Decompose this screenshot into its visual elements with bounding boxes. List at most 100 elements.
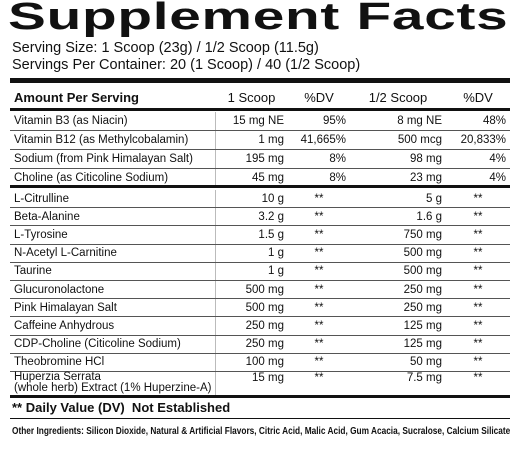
name: Sodium (from Pink Himalayan Salt)	[10, 149, 216, 169]
row: Taurine 1 g ** 500 mg **	[10, 262, 510, 281]
half-amount: 8 mg NE	[350, 112, 446, 131]
half-dv: **	[446, 335, 510, 354]
dv: **	[288, 262, 350, 281]
name: Theobromine HCl	[10, 353, 216, 372]
dv: **	[288, 225, 350, 245]
row: L-Citrulline 10 g ** 5 g **	[10, 190, 510, 209]
half-amount: 500 mg	[350, 262, 446, 281]
half-dv: **	[446, 262, 510, 281]
half-amount: 7.5 mg	[406, 371, 442, 384]
dv: **	[288, 316, 350, 336]
half-dv: **	[446, 280, 510, 300]
dv: **	[314, 371, 324, 384]
amount: 10 g	[215, 190, 288, 209]
amount: 500 mg	[215, 298, 288, 318]
row: CDP-Choline (Citicoline Sodium) 250 mg ** 1…	[10, 335, 510, 354]
row: Sodium (from Pink Himalayan Salt) 195 mg 8…	[10, 149, 510, 169]
half-dv: **	[446, 353, 510, 372]
amount: 1 mg	[215, 130, 288, 150]
row: Theobromine HCl 100 mg ** 50 mg **	[10, 353, 510, 372]
half-dv: %DV	[463, 89, 493, 105]
half-dv: 20,833%	[446, 130, 510, 150]
amount: 250 mg	[215, 316, 288, 336]
half-amount: 125 mg	[350, 316, 446, 336]
row: Beta-Alanine 3.2 g ** 1.6 g **	[10, 207, 510, 227]
half-amount: 250 mg	[350, 280, 446, 300]
row: Pink Himalayan Salt 500 mg ** 250 mg **	[10, 298, 510, 318]
half-dv: 4%	[446, 149, 510, 169]
row: Vitamin B3 (as Niacin) 15 mg NE 95% 8 mg NE…	[10, 112, 510, 131]
name: Caffeine Anhydrous	[10, 316, 216, 336]
title: Supplement Facts	[8, 0, 509, 38]
name: Amount Per Serving	[14, 89, 139, 105]
name: Taurine	[10, 262, 216, 281]
amount: 250 mg	[215, 335, 288, 354]
half-dv: **	[446, 190, 510, 209]
other-ingredients: Other Ingredients: Silicon Dioxide, Natu…	[12, 425, 511, 437]
half-amount: 250 mg	[350, 298, 446, 318]
dv: 95%	[288, 112, 350, 131]
amount: 15 mg	[252, 371, 284, 384]
name: Beta-Alanine	[10, 207, 216, 227]
thick-rule	[10, 185, 510, 188]
half-amount: 50 mg	[350, 353, 446, 372]
name: Pink Himalayan Salt	[10, 298, 216, 318]
amount: 3.2 g	[215, 207, 288, 227]
half-dv: 4%	[489, 172, 506, 184]
amount: 500 mg	[215, 280, 288, 300]
amount: 1 g	[215, 262, 288, 281]
half-dv: **	[446, 298, 510, 318]
ingredient-table: L-Citrulline 10 g ** 5 g ** Beta-Alanine 3.2 g…	[10, 190, 510, 398]
thick-rule	[10, 108, 510, 111]
half-amount: 5 g	[350, 190, 446, 209]
amount: 1 g	[215, 244, 288, 263]
name: Glucuronolactone	[10, 280, 216, 300]
dv: 8%	[329, 172, 346, 184]
half-dv: **	[473, 371, 483, 384]
serving-size: Serving Size: 1 Scoop (23g) / 1/2 Scoop …	[12, 40, 319, 56]
half-dv: **	[446, 207, 510, 227]
half-amount: 1/2 Scoop	[368, 89, 428, 105]
dv: 8%	[288, 149, 350, 169]
row: Glucuronolactone 500 mg ** 250 mg **	[10, 280, 510, 300]
half-dv: **	[446, 244, 510, 263]
half-amount: 1.6 g	[350, 207, 446, 227]
name: L-Citrulline	[10, 190, 216, 209]
header-table: Amount Per Serving 1 Scoop %DV 1/2 Scoop %DV	[10, 86, 510, 108]
name: Choline (as Citicoline Sodium)	[10, 168, 216, 187]
dv: **	[288, 244, 350, 263]
name: N-Acetyl L-Carnitine	[10, 244, 216, 263]
row: Amount Per Serving 1 Scoop %DV 1/2 Scoop %DV	[10, 86, 510, 108]
amount: 195 mg	[215, 149, 288, 169]
half-amount: 23 mg	[410, 172, 442, 184]
vitamin-table: Vitamin B3 (as Niacin) 15 mg NE 95% 8 mg NE…	[10, 112, 510, 187]
half-amount: 750 mg	[350, 225, 446, 245]
name: Vitamin B12 (as Methylcobalamin)	[10, 130, 216, 150]
row: Choline (as Citicoline Sodium) 45 mg 8% 23 …	[10, 168, 510, 187]
row: Caffeine Anhydrous 250 mg ** 125 mg **	[10, 316, 510, 336]
name: Huperzia Serrata (whole herb) Extract (1…	[10, 371, 216, 398]
amount: 1 Scoop	[227, 89, 276, 105]
servings-per-container: Servings Per Container: 20 (1 Scoop) / 4…	[12, 57, 361, 73]
row: Huperzia Serrata (whole herb) Extract (1…	[10, 371, 510, 398]
amount: 45 mg	[252, 172, 284, 184]
half-dv: **	[446, 316, 510, 336]
row: Vitamin B12 (as Methylcobalamin) 1 mg 41,6…	[10, 130, 510, 150]
amount: 1.5 g	[215, 225, 288, 245]
dv: **	[288, 207, 350, 227]
name: Vitamin B3 (as Niacin)	[10, 112, 216, 131]
footnote: ** Daily Value (DV) Not Established	[12, 400, 231, 415]
half-amount: 98 mg	[350, 149, 446, 169]
name: CDP-Choline (Citicoline Sodium)	[10, 335, 216, 354]
row: L-Tyrosine 1.5 g ** 750 mg **	[10, 225, 510, 245]
thick-rule	[10, 78, 510, 83]
half-amount: 125 mg	[350, 335, 446, 354]
dv: %DV	[304, 89, 334, 105]
thin-rule	[10, 418, 510, 419]
row: N-Acetyl L-Carnitine 1 g ** 500 mg **	[10, 244, 510, 263]
half-amount: 500 mg	[350, 244, 446, 263]
half-amount: 500 mcg	[350, 130, 446, 150]
half-dv: 48%	[446, 112, 510, 131]
thick-rule	[10, 395, 510, 398]
